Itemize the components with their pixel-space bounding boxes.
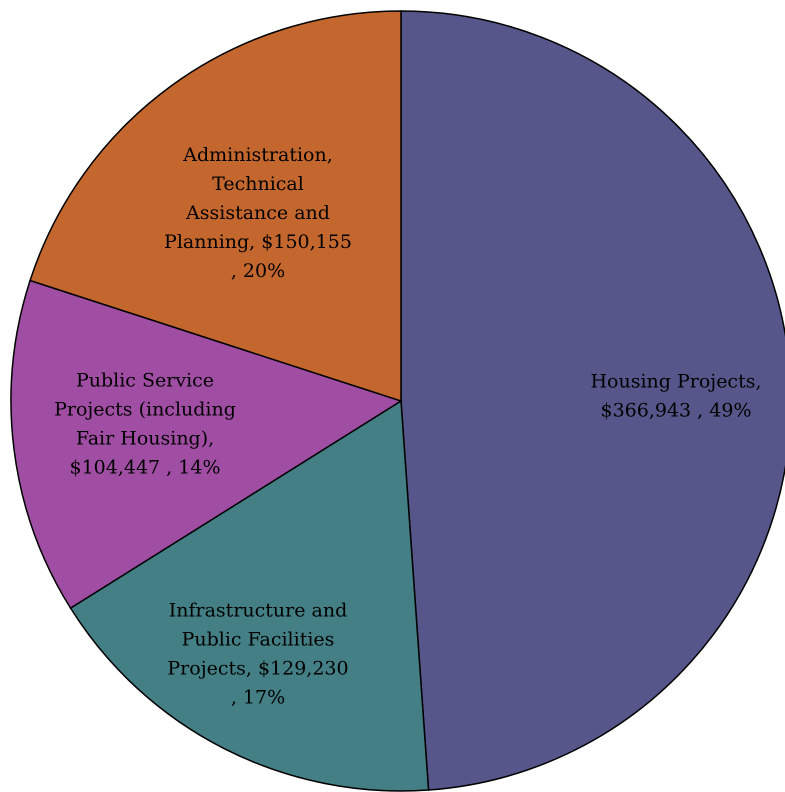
data-label: Assistance and xyxy=(185,202,330,224)
data-label: $366,943 , 49% xyxy=(600,400,751,422)
data-label: Technical xyxy=(212,173,304,195)
data-label: Planning, $150,155 xyxy=(164,231,352,253)
pie-slice xyxy=(69,399,430,792)
data-label: $104,447 , 14% xyxy=(69,457,220,479)
data-label: , 17% xyxy=(231,687,285,709)
pie-slice xyxy=(400,10,785,791)
data-label: Projects, $129,230 xyxy=(167,658,348,680)
data-label: Public Facilities xyxy=(182,629,335,651)
data-label: Administration, xyxy=(182,144,333,166)
data-label: , 20% xyxy=(231,260,285,282)
data-label: Infrastructure and xyxy=(169,600,348,622)
data-label: Fair Housing), xyxy=(76,428,214,450)
data-label: Projects (including xyxy=(54,399,236,421)
data-label: Public Service xyxy=(76,370,214,392)
pie-slice xyxy=(10,279,403,610)
pie-slice xyxy=(29,10,402,403)
data-label: Housing Projects, xyxy=(590,371,761,393)
